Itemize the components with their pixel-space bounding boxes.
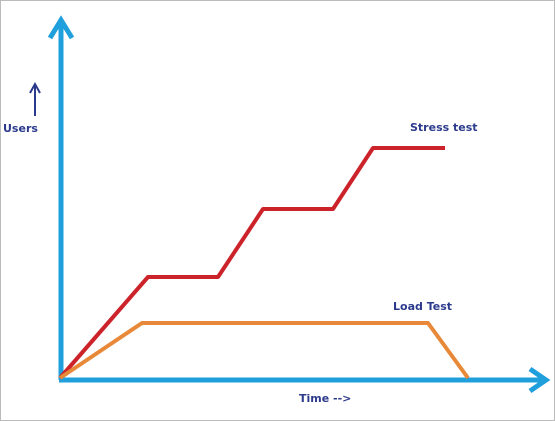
x-axis-label: Time --> [299, 392, 351, 405]
x-axis-arrowhead [528, 366, 551, 394]
y-axis-arrowhead [47, 15, 75, 40]
stress-test-label: Stress test [410, 121, 478, 134]
users-arrowhead [29, 81, 41, 94]
y-axis-label: Users [3, 122, 38, 135]
load-test-label: Load Test [393, 300, 452, 313]
stress-test-line [58, 146, 445, 380]
load-test-line [58, 321, 470, 380]
